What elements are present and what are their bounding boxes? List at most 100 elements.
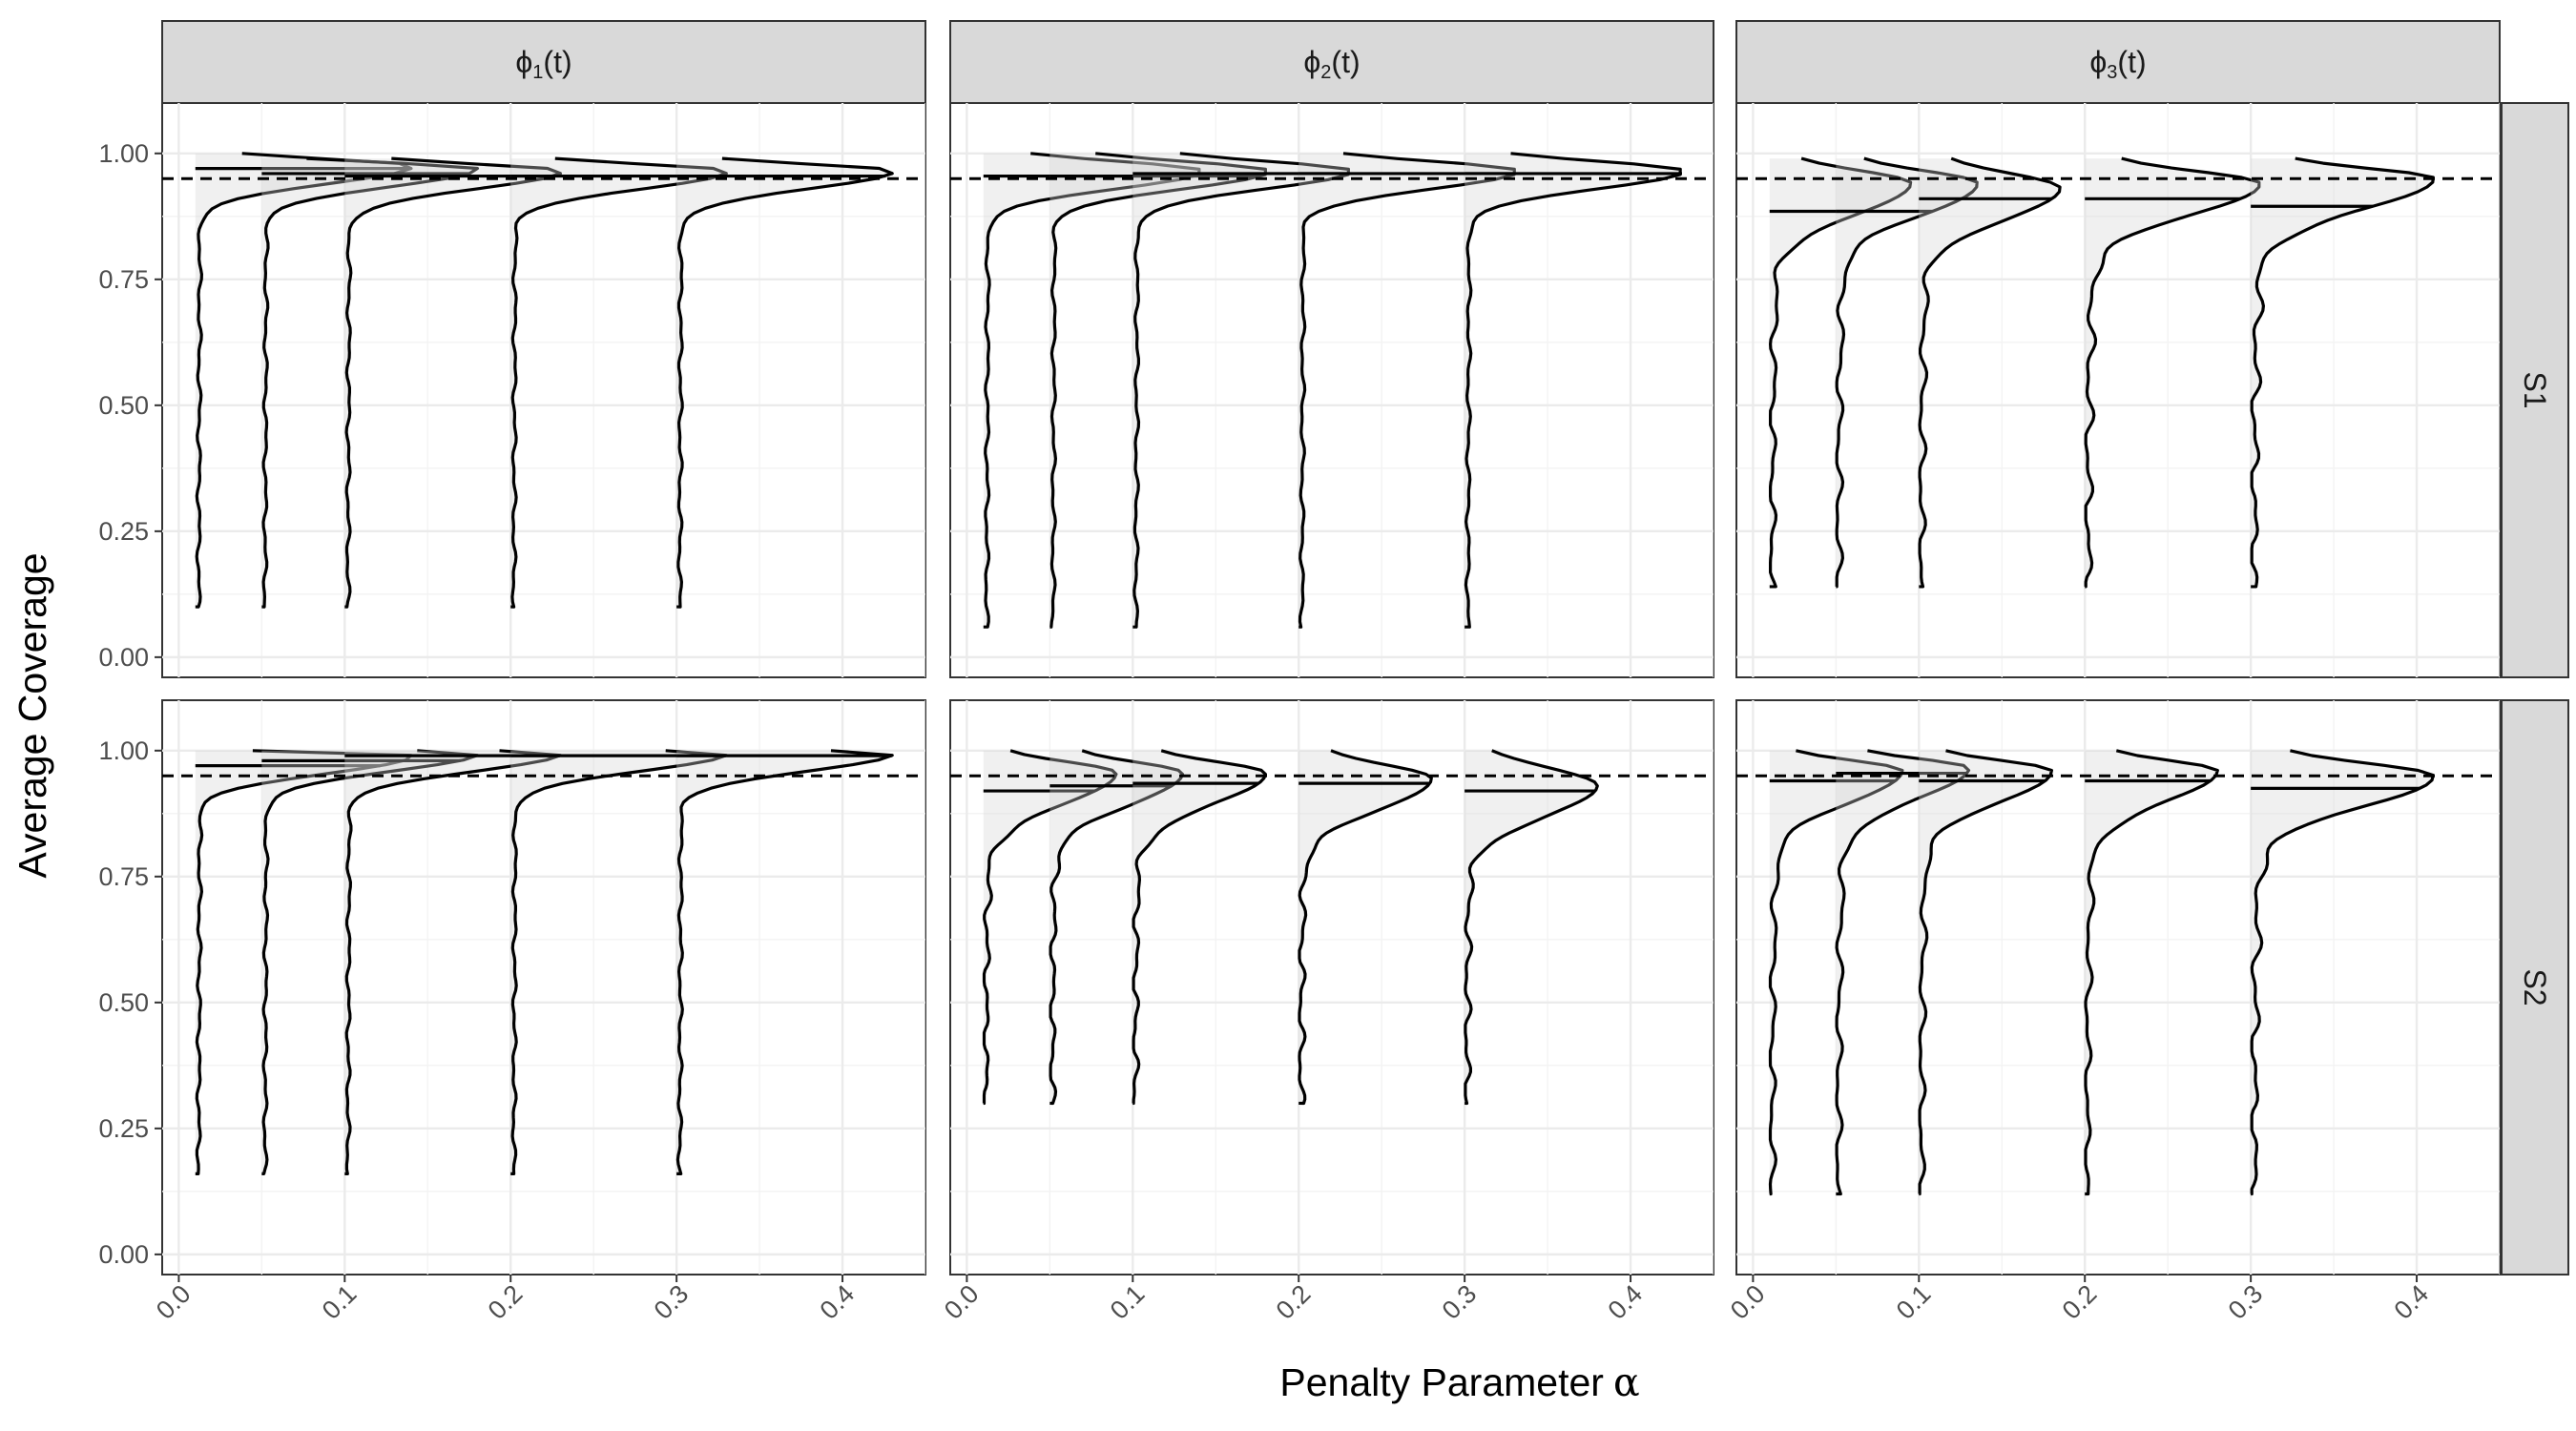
violin-outline [1918,749,2053,1196]
column-strip-label-subscript: 2 [1320,62,1331,83]
violin-fill [195,153,411,608]
violin-outline [1049,749,1185,1106]
violin-outline [195,152,413,609]
violin-outline [195,749,413,1175]
x-tick-label: 0.3 [1437,1279,1483,1325]
x-tick-label: 0.4 [1603,1279,1649,1325]
x-tick-label: 0.2 [2057,1279,2103,1325]
y-tick-label: 0.00 [98,643,149,672]
violin-fill [1298,153,1515,628]
violin-fill [344,158,561,608]
column-strip-background [161,20,926,104]
violin-outline [675,749,894,1175]
violin-outline [1768,749,1904,1196]
violin-outline [983,152,1201,629]
x-axis-title-symbol: α [1613,1359,1640,1405]
x-tick-label: 0.0 [1725,1279,1771,1325]
column-strip-label-suffix: (t) [2117,45,2146,79]
column-strip-label-main: ϕ [1303,45,1320,79]
violin-outline [1464,749,1599,1106]
violin-outline [2250,749,2435,1196]
violin-outline [344,156,562,609]
column-strip-label-main: ϕ [515,45,532,79]
violin-outline [982,749,1118,1106]
facet-panel: 0.00 0.25 0.50 0.75 1.00 0.0 0.1 0.2 0.3 0.4 [98,699,926,1325]
panels-layer: ϕ1(t) ϕ2(t) ϕ3(t)S1S20.000.250.500.751.000… [98,20,2569,1325]
column-strip-label-suffix: (t) [1331,45,1360,79]
column-strip-label: ϕ1(t) [515,45,571,83]
panel-background [161,699,926,1275]
violin-outline [1132,152,1350,629]
row-strip-background [2501,102,2569,678]
y-tick-label: 0.00 [98,1240,149,1269]
violin-outline [1918,156,2062,589]
column-strip-background [949,20,1714,104]
violin-fill [1769,158,1911,587]
panel-plot-area [950,700,1714,1275]
violin-outline [1298,152,1516,629]
violin-fill [2251,158,2434,587]
y-axis-title: Average Coverage [10,552,54,878]
violin-outline [261,156,479,609]
violin-outline [2084,156,2261,589]
violin-fill [2085,158,2259,587]
row-strip: S1 [2501,102,2569,678]
violin-fill [1836,750,1969,1194]
violin-outline [261,749,479,1175]
x-axis-title-text: Penalty Parameter [1279,1360,1604,1404]
x-tick-label: 0.1 [1105,1279,1151,1325]
row-strip-background [2501,699,2569,1275]
y-tick-label: 0.50 [98,391,149,420]
row-strip: S2 [2501,699,2569,1275]
facet-panel: 0.0 0.1 0.2 0.3 0.4 [1725,699,2501,1325]
violin-outline [1298,749,1433,1106]
panel-plot-area [162,700,925,1275]
x-tick-label: 0.4 [815,1279,861,1325]
y-tick-label: 0.50 [98,988,149,1017]
violin-fill [1769,750,1902,1194]
x-tick-label: 0.1 [1891,1279,1937,1325]
facet-panel: 0.0 0.1 0.2 0.3 0.4 [939,699,1714,1325]
x-tick-label: 0.4 [2389,1279,2435,1325]
facet-panel: 0.00 0.25 0.50 0.75 1.00 [98,102,926,678]
column-strip: ϕ2(t) [949,20,1714,104]
facet-panel [1735,102,2501,678]
panel-background [161,102,926,678]
row-strip-label: S2 [2518,968,2552,1006]
x-tick-label: 0.3 [649,1279,695,1325]
x-tick-label: 0.0 [939,1279,985,1325]
violin-fill [1465,153,1681,628]
y-tick-label: 0.25 [98,517,149,546]
violin-outline [2250,156,2435,589]
column-strip-label-subscript: 3 [2107,62,2117,83]
violin-fill [1919,750,2052,1194]
y-tick-label: 1.00 [98,736,149,765]
x-tick-label: 0.3 [2223,1279,2269,1325]
facet-panel [949,102,1714,678]
column-strip-label-main: ϕ [2089,45,2107,79]
violin-outline [1132,749,1267,1106]
x-tick-label: 0.0 [151,1279,197,1325]
violin-fill [2085,750,2218,1194]
panel-plot-area [1736,700,2500,1275]
violin-fill [1049,153,1266,628]
violin-fill [261,158,478,608]
violin-fill [510,158,727,608]
column-strip: ϕ3(t) [1735,20,2501,104]
violin-outline [1769,156,1913,589]
violin-fill [2251,750,2434,1194]
column-strip-background [1735,20,2501,104]
column-strip-label: ϕ3(t) [2089,45,2146,83]
y-tick-label: 0.75 [98,862,149,891]
violin-outline [510,156,728,609]
x-axis-title: Penalty Parameter α [1279,1359,1639,1405]
column-strip-label-suffix: (t) [543,45,571,79]
panel-background [949,699,1714,1275]
y-tick-label: 0.25 [98,1114,149,1143]
violin-fill [1132,153,1349,628]
violin-outline [1464,152,1682,629]
violin-outline [1049,152,1267,629]
violin-fill [195,750,411,1174]
violin-fill [1836,158,1978,587]
